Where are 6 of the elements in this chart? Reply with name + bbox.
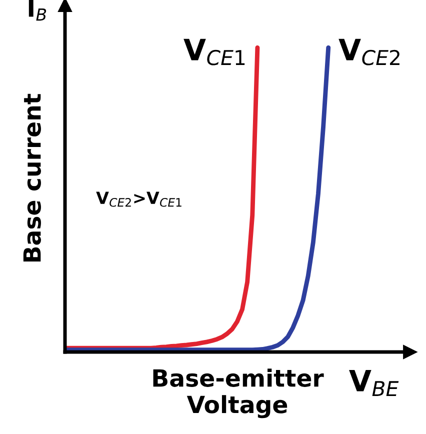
annotation: V$_{CE2}$>V$_{CE1}$ — [96, 192, 182, 207]
series-label: V$_{CE1}$ — [184, 38, 245, 66]
x-axis-title: Base-emitter Voltage — [153, 368, 324, 418]
text: V$_{BE}$ — [349, 370, 399, 396]
series-label: V$_{CE2}$ — [338, 38, 400, 66]
y-axis-title: Base current — [23, 94, 41, 262]
